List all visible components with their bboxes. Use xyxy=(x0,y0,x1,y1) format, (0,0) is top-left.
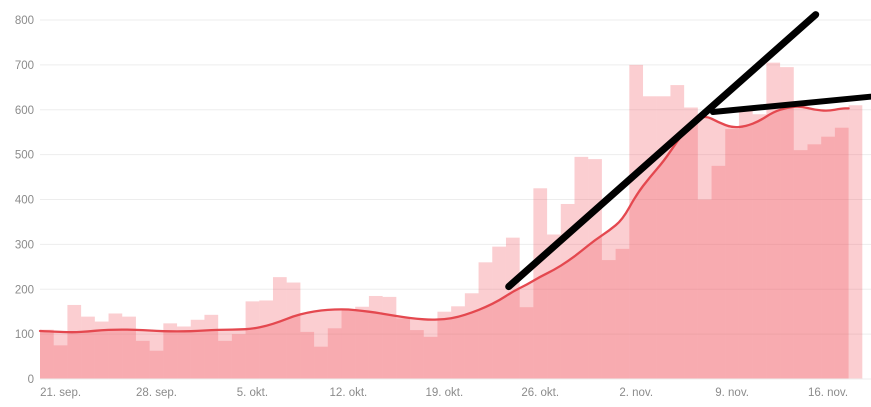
y-tick-label: 400 xyxy=(15,195,34,207)
bar xyxy=(478,262,493,379)
y-axis-labels: 0 100 200 300 400 500 600 700 800 xyxy=(15,15,34,386)
bar xyxy=(560,203,575,379)
bar xyxy=(135,340,150,379)
bar xyxy=(697,199,712,379)
x-tick-label: 19. okt. xyxy=(425,387,463,399)
trend-annotations xyxy=(505,11,871,291)
bar xyxy=(670,85,685,379)
bar xyxy=(53,345,68,379)
bar xyxy=(533,188,548,379)
bar xyxy=(190,319,205,379)
bar xyxy=(218,340,232,379)
x-tick-label: 5. okt. xyxy=(237,387,268,399)
bar xyxy=(327,328,342,379)
steep-trend-line xyxy=(505,11,820,291)
x-tick-label: 21. sep. xyxy=(40,387,81,399)
bar xyxy=(615,248,630,379)
bar xyxy=(821,136,835,379)
bar xyxy=(300,331,315,379)
bar xyxy=(519,307,534,379)
bar xyxy=(684,107,698,379)
y-tick-label: 300 xyxy=(15,239,34,251)
flattening-trend-line xyxy=(709,93,871,115)
bar xyxy=(122,316,136,379)
bar xyxy=(505,237,520,379)
x-tick-label: 12. okt. xyxy=(330,387,368,399)
x-axis-labels: 21. sep. 28. sep. 5. okt. 12. okt. 19. okt. 2… xyxy=(40,387,848,399)
daily-bars xyxy=(40,62,863,380)
bar xyxy=(314,346,328,379)
bar xyxy=(656,96,671,379)
y-tick-label: 600 xyxy=(15,105,34,117)
x-tick-label: 26. okt. xyxy=(521,387,559,399)
bar xyxy=(382,296,397,379)
bar xyxy=(738,109,753,379)
bar xyxy=(834,127,849,379)
bar xyxy=(451,306,465,379)
bar xyxy=(725,129,739,379)
bar xyxy=(245,301,260,379)
bar xyxy=(396,318,411,379)
y-tick-label: 200 xyxy=(15,284,34,296)
bar xyxy=(259,300,273,379)
bar xyxy=(272,277,287,379)
bar xyxy=(492,246,506,379)
bar xyxy=(711,165,726,379)
bar xyxy=(410,330,424,379)
bar xyxy=(149,350,164,379)
bar xyxy=(793,150,808,379)
bar xyxy=(437,311,452,379)
bar xyxy=(601,260,616,379)
bar xyxy=(355,306,369,379)
average-area xyxy=(40,106,849,380)
bar xyxy=(766,62,781,379)
y-tick-label: 700 xyxy=(15,60,34,72)
bar xyxy=(629,64,644,380)
bar xyxy=(807,144,822,379)
bar xyxy=(752,114,767,380)
x-tick-label: 16. nov. xyxy=(808,387,848,399)
gridlines xyxy=(40,19,871,380)
bar xyxy=(368,295,383,379)
bar xyxy=(94,321,109,379)
bar xyxy=(848,105,863,379)
bar xyxy=(163,323,178,379)
bar xyxy=(177,326,191,379)
bar xyxy=(423,336,438,379)
bar xyxy=(231,334,246,380)
bar xyxy=(341,309,356,379)
x-tick-label: 28. sep. xyxy=(136,387,177,399)
bar xyxy=(40,329,54,379)
bar xyxy=(67,304,82,379)
y-tick-label: 800 xyxy=(15,15,34,27)
x-tick-label: 9. nov. xyxy=(715,387,749,399)
x-tick-label: 2. nov. xyxy=(619,387,653,399)
y-tick-label: 100 xyxy=(15,329,34,341)
average-line xyxy=(38,105,850,334)
bar xyxy=(286,282,301,379)
y-tick-label: 500 xyxy=(15,150,34,162)
bar xyxy=(780,67,794,380)
bar xyxy=(574,156,589,379)
y-tick-label: 0 xyxy=(28,374,34,386)
